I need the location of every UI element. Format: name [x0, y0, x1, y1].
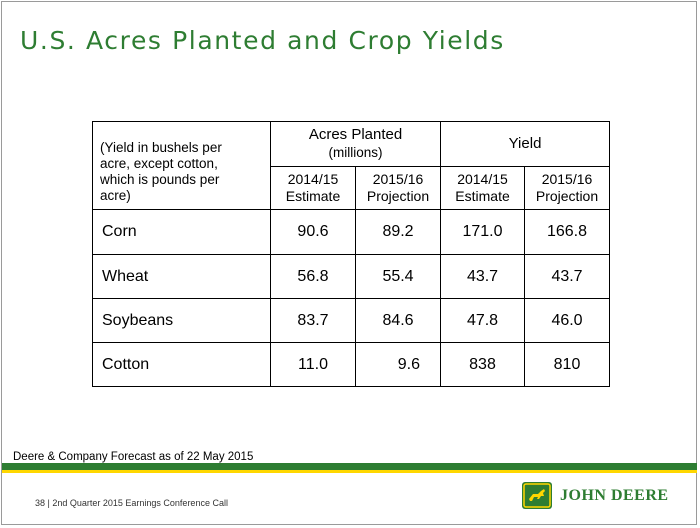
deer-logo-icon — [522, 482, 552, 509]
green-footer-bar — [2, 463, 697, 470]
table-cell: 43.7 — [440, 254, 526, 299]
units-note: (Yield in bushels per acre, except cotto… — [92, 121, 271, 210]
footer-text: 38 | 2nd Quarter 2015 Earnings Conferenc… — [35, 498, 228, 508]
table-cell: 56.8 — [270, 254, 356, 299]
yield-header: Yield — [440, 121, 611, 167]
table-cell: 84.6 — [354, 298, 442, 343]
slide-title: U.S. Acres Planted and Crop Yields — [20, 26, 505, 55]
column-header: 2015/16 Projection — [354, 166, 442, 210]
column-year: 2015/16 — [372, 171, 424, 187]
table-row: Soybeans 83.7 84.6 47.8 46.0 — [92, 298, 611, 343]
crop-label: Cotton — [92, 342, 271, 387]
table-cell: 11.0 — [270, 342, 356, 387]
acres-yield-table: (Yield in bushels per acre, except cotto… — [92, 121, 611, 387]
units-note-line: acre, except cotton, — [100, 156, 218, 171]
table-cell: 171.0 — [440, 209, 526, 255]
table-cell: 43.7 — [524, 254, 611, 299]
table-cell: 55.4 — [354, 254, 442, 299]
table-cell: 90.6 — [270, 209, 356, 255]
acres-units-label: (millions) — [328, 145, 383, 160]
table-row: Wheat 56.8 55.4 43.7 43.7 — [92, 254, 611, 299]
logo-wordmark: JOHN DEERE — [560, 486, 669, 504]
john-deere-logo: JOHN DEERE — [522, 482, 669, 509]
table-cell: 89.2 — [354, 209, 442, 255]
column-kind: Projection — [535, 188, 599, 204]
column-header: 2014/15 Estimate — [440, 166, 526, 210]
table-row: Corn 90.6 89.2 171.0 166.8 — [92, 209, 611, 255]
units-note-line: acre) — [100, 188, 131, 203]
table-cell: 166.8 — [524, 209, 611, 255]
column-header: 2015/16 Projection — [524, 166, 611, 210]
crop-label: Soybeans — [92, 298, 271, 343]
table-row: Cotton 11.0 9.6 838 810 — [92, 342, 611, 387]
units-note-line: which is pounds per — [100, 172, 220, 187]
acres-planted-label: Acres Planted — [308, 126, 403, 143]
table-cell: 9.6 — [354, 342, 442, 387]
crop-label: Wheat — [92, 254, 271, 299]
table-cell: 810 — [524, 342, 611, 387]
acres-planted-header: Acres Planted (millions) — [269, 121, 442, 167]
column-year: 2015/16 — [541, 171, 593, 187]
column-kind: Estimate — [285, 188, 341, 204]
table-cell: 47.8 — [440, 298, 526, 343]
crop-label: Corn — [92, 209, 271, 255]
column-header: 2014/15 Estimate — [270, 166, 356, 210]
table-cell: 46.0 — [524, 298, 611, 343]
column-year: 2014/15 — [287, 171, 339, 187]
table-cell: 83.7 — [270, 298, 356, 343]
yellow-footer-bar — [2, 470, 697, 473]
column-kind: Projection — [366, 188, 430, 204]
units-note-line: (Yield in bushels per — [100, 140, 222, 155]
column-year: 2014/15 — [457, 171, 508, 187]
forecast-note: Deere & Company Forecast as of 22 May 20… — [13, 451, 254, 463]
column-kind: Estimate — [455, 188, 510, 204]
table-cell: 838 — [440, 342, 526, 387]
